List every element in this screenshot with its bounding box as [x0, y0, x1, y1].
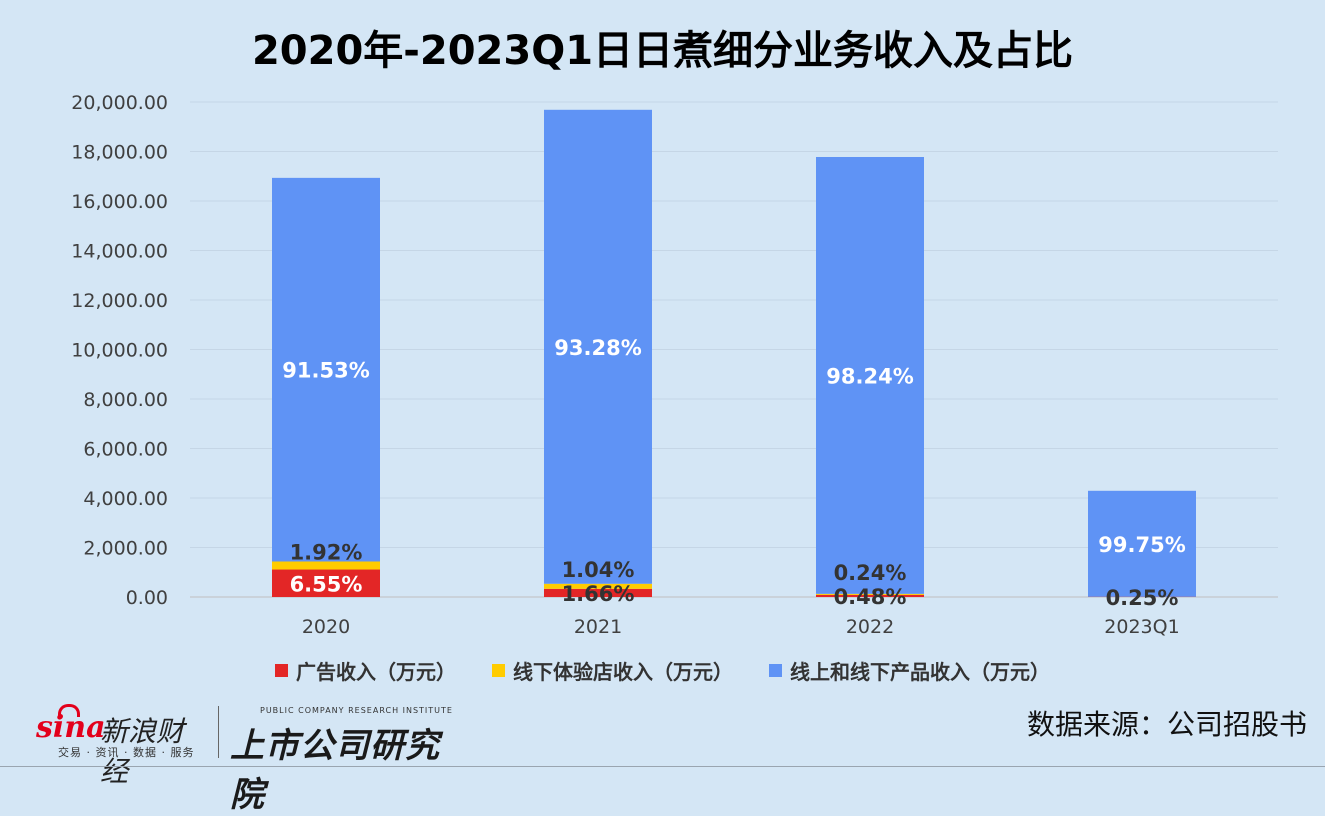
sina-tagline: 交易 · 资讯 · 数据 · 服务 [58, 744, 194, 760]
legend-swatch-offline-store [492, 664, 505, 677]
data-label-product: 99.75% [1098, 533, 1185, 557]
data-source-note: 数据来源：公司招股书 [1027, 703, 1307, 743]
data-labels: 91.53% 6.55% 1.92% 93.28% 1.66%1.04% 98.24% 0.… [282, 336, 1185, 610]
legend-item-product[interactable]: 线上和线下产品收入（万元） [769, 656, 1050, 685]
y-tick-label: 12,000.00 [71, 290, 168, 312]
x-axis-categories: 2020 2021 2022 2023Q1 [302, 616, 1180, 638]
y-tick-label: 6,000.00 [83, 439, 168, 461]
data-label-ad: 6.55% [290, 572, 363, 596]
sina-finance-logo: sina 新浪财经 交易 · 资讯 · 数据 · 服务 [36, 704, 206, 760]
legend-label-offline-store: 线下体验店收入（万元） [513, 656, 733, 685]
stacked-bar-chart: 0.00 2,000.00 4,000.00 6,000.00 8,000.00 10,0… [0, 0, 1325, 650]
y-tick-label: 20,000.00 [71, 92, 168, 114]
data-label-offline-store: 1.92% [290, 540, 363, 564]
legend-swatch-product [769, 664, 782, 677]
institute-english-name: PUBLIC COMPANY RESEARCH INSTITUTE [260, 706, 453, 715]
y-tick-label: 2,000.00 [83, 538, 168, 560]
data-label-product: 98.24% [826, 364, 913, 388]
footer-divider [0, 766, 1325, 767]
data-label-product: 93.28% [554, 336, 641, 360]
bars [272, 110, 1196, 597]
legend-item-ad[interactable]: 广告收入（万元） [275, 656, 456, 685]
x-category-label: 2021 [574, 616, 622, 638]
data-label-ad: 0.25% [1106, 586, 1179, 610]
legend-item-offline-store[interactable]: 线下体验店收入（万元） [492, 656, 733, 685]
legend-label-ad: 广告收入（万元） [296, 656, 456, 685]
data-label-ad: 1.66% [562, 582, 635, 606]
x-category-label: 2023Q1 [1104, 616, 1179, 638]
y-tick-label: 10,000.00 [71, 340, 168, 362]
sina-wordmark: sina [36, 710, 106, 745]
data-label-ad: 0.48% [834, 585, 907, 609]
research-institute-logo: PUBLIC COMPANY RESEARCH INSTITUTE 上市公司研究… [230, 704, 470, 760]
data-label-offline-store: 1.04% [562, 558, 635, 582]
legend: 广告收入（万元） 线下体验店收入（万元） 线上和线下产品收入（万元） [0, 656, 1325, 685]
y-axis-ticks: 0.00 2,000.00 4,000.00 6,000.00 8,000.00 10,0… [71, 92, 168, 609]
y-tick-label: 14,000.00 [71, 241, 168, 263]
y-tick-label: 18,000.00 [71, 142, 168, 164]
legend-swatch-ad [275, 664, 288, 677]
y-tick-label: 0.00 [126, 587, 168, 609]
y-tick-label: 8,000.00 [83, 389, 168, 411]
institute-chinese-name: 上市公司研究院 [230, 718, 470, 816]
legend-label-product: 线上和线下产品收入（万元） [790, 656, 1050, 685]
y-tick-label: 16,000.00 [71, 191, 168, 213]
x-category-label: 2020 [302, 616, 350, 638]
data-label-product: 91.53% [282, 359, 369, 383]
y-tick-label: 4,000.00 [83, 488, 168, 510]
data-label-offline-store: 0.24% [834, 561, 907, 585]
logo-divider [218, 706, 219, 758]
x-category-label: 2022 [846, 616, 894, 638]
